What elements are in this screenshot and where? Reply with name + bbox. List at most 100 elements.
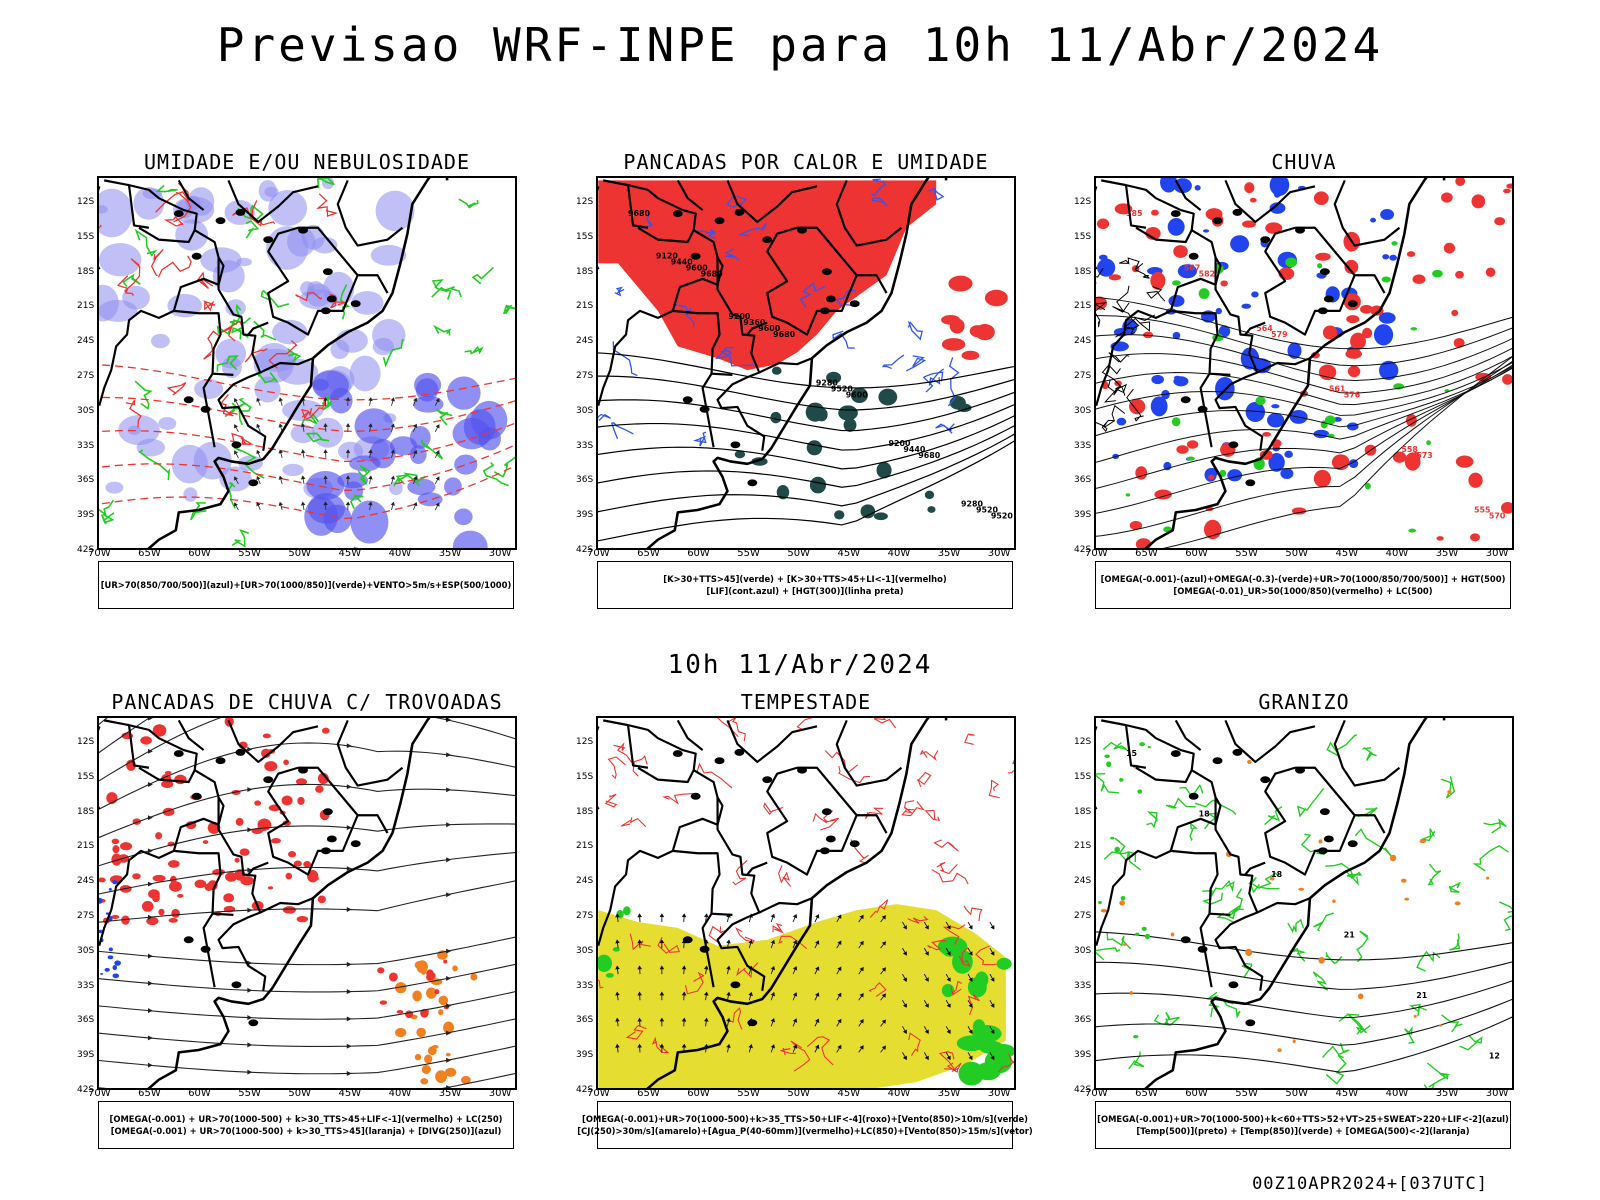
lat-tick-label: 21S xyxy=(1074,841,1092,852)
hgt500-contours xyxy=(1096,297,1512,548)
lat-tick-label: 18S xyxy=(1074,806,1092,817)
map-plot xyxy=(97,716,517,1090)
legend-line: [CJ(250)>30m/s](amarelo)+[Agua_P(40-60mm… xyxy=(577,1126,1033,1136)
lon-tick-label: 30W xyxy=(488,548,512,559)
panel-title: UMIDADE E/OU NEBULOSIDADE xyxy=(143,150,471,174)
map-plot: 15 18 18 21 21 12 xyxy=(1094,716,1514,1090)
lon-tick-label: 35W xyxy=(1435,1088,1459,1099)
panel-title: PANCADAS POR CALOR E UMIDADE xyxy=(623,150,989,174)
lon-tick-label: 60W xyxy=(188,548,211,559)
contour-label: 12 xyxy=(1489,1051,1500,1060)
lon-tick-label: 50W xyxy=(1285,1088,1309,1099)
legend-line: [OMEGA(-0.01)_UR>50(1000/850)(vermelho) … xyxy=(1173,586,1433,596)
lon-tick-label: 55W xyxy=(737,548,760,559)
lon-tick-label: 35W xyxy=(1435,548,1459,559)
lat-tick-label: 12S xyxy=(77,197,95,207)
map-boundaries xyxy=(1096,718,1446,1088)
lon-tick-label: 70W xyxy=(1085,548,1108,559)
lat-tick-label: 18S xyxy=(77,806,95,817)
map-lakes xyxy=(1170,748,1358,1027)
panel-legend: [OMEGA(-0.001) + UR>70(1000-500) + k>30_… xyxy=(98,1101,514,1149)
contour-label: 18 xyxy=(1271,870,1283,879)
legend-line: [Temp(500)](preto) + [Temp(850)](verde) … xyxy=(1136,1126,1470,1136)
lat-tick-label: 30S xyxy=(1074,945,1092,956)
map-lakes xyxy=(173,748,361,1027)
contour-label: 15 xyxy=(1126,749,1137,758)
lon-tick-label: 35W xyxy=(438,1088,462,1099)
lon-tick-label: 45W xyxy=(837,1088,861,1099)
contour-label: 573 xyxy=(1416,451,1433,460)
contour-labels: 15 18 18 21 21 12 xyxy=(1126,749,1500,1060)
lat-tick-label: 15S xyxy=(1074,771,1092,782)
lat-tick-label: 36S xyxy=(1074,1015,1092,1026)
omega500-orange-fill xyxy=(1100,759,1490,1053)
lat-tick-label: 21S xyxy=(77,841,95,852)
thunder-red-ocean xyxy=(377,959,450,1019)
legend-line: [OMEGA(-0.001) + UR>70(1000-500) + k>30_… xyxy=(110,1126,502,1136)
lat-tick-label: 24S xyxy=(1074,876,1092,887)
lon-tick-label: 55W xyxy=(1235,1088,1258,1099)
contour-label: 9280 xyxy=(816,379,839,388)
contour-label: 9520 xyxy=(976,505,999,514)
humidity-band-fill xyxy=(304,370,508,548)
lat-tick-label: 24S xyxy=(576,336,594,347)
panel-legend: [K>30+TTS>45](verde) + [K>30+TTS>45+LI<-… xyxy=(597,561,1013,609)
contour-label: 561 xyxy=(1329,384,1346,393)
lon-tick-label: 65W xyxy=(1135,1088,1158,1099)
lon-tick-label: 50W xyxy=(787,548,811,559)
lat-tick-label: 30S xyxy=(576,945,594,956)
lat-tick-label: 24S xyxy=(1074,336,1092,347)
lat-tick-label: 42S xyxy=(77,545,95,555)
contour-label: 585 xyxy=(1126,209,1143,218)
contour-label: 18 xyxy=(1199,809,1211,818)
contour-label: 9680 xyxy=(628,209,651,218)
contour-label: 9120 xyxy=(656,252,679,261)
panel-title: CHUVA xyxy=(1271,150,1337,174)
omega-blue-fill xyxy=(1097,178,1399,482)
lat-tick-label: 30S xyxy=(77,405,95,416)
lc250-streamlines xyxy=(99,718,515,1088)
lon-tick-label: 65W xyxy=(637,1088,660,1099)
lon-tick-label: 55W xyxy=(1235,548,1258,559)
lat-tick-label: 42S xyxy=(1074,1085,1092,1095)
lon-tick-label: 45W xyxy=(338,1088,362,1099)
contour-label: 579 xyxy=(1271,330,1288,339)
legend-line: [K>30+TTS>45](verde) + [K>30+TTS>45+LI<-… xyxy=(663,574,947,584)
contour-label: 9200 xyxy=(889,439,912,448)
wind-vectors xyxy=(234,397,440,511)
lon-tick-label: 70W xyxy=(1085,1088,1108,1099)
map-svg: 585 582 579 576 573 570 567 564 561 558 555 xyxy=(1096,178,1512,548)
lat-tick-label: 12S xyxy=(576,197,594,207)
lat-tick-label: 33S xyxy=(576,980,594,991)
map-plot: 9680 9680 9680 9600 9680 9520 9600 9600 9520 9440… xyxy=(596,176,1016,550)
lat-tick-label: 24S xyxy=(77,876,95,887)
map-boundaries xyxy=(99,718,449,1088)
panel-3: CHUVA 585 582 579 576 573 570 567 564 561 558 555 12… xyxy=(1074,150,1514,620)
panel-2: PANCADAS POR CALOR E UMIDADE 9680 9680 9680… xyxy=(576,150,1016,620)
wind850-vectors xyxy=(615,913,995,1061)
contour-label: 9680 xyxy=(701,269,724,278)
contour-label: 9600 xyxy=(846,390,869,399)
temp850-contours xyxy=(1096,734,1512,1088)
lat-tick-label: 36S xyxy=(576,475,594,486)
map-svg xyxy=(99,718,515,1088)
lat-tick-label: 15S xyxy=(77,771,95,782)
legend-line: [OMEGA(-0.001)+UR>70(1000-500)+k>35_TTS>… xyxy=(582,1114,1028,1124)
panel-6: GRANIZO 15 18 18 21 21 12 12S 15S 18S 21S 24S 27S 30S… xyxy=(1074,690,1514,1160)
map-svg: 15 18 18 21 21 12 xyxy=(1096,718,1512,1088)
lon-tick-label: 60W xyxy=(1185,548,1208,559)
contour-label: 9600 xyxy=(686,264,709,273)
lon-tick-label: 50W xyxy=(787,1088,811,1099)
contour-label: 582 xyxy=(1199,269,1216,278)
lat-tick-label: 27S xyxy=(1074,371,1092,381)
lat-tick-label: 21S xyxy=(1074,301,1092,312)
thickness-contours xyxy=(99,182,346,445)
lat-tick-label: 42S xyxy=(576,545,594,555)
lon-tick-label: 40W xyxy=(388,548,412,559)
lat-tick-label: 33S xyxy=(1074,980,1092,991)
lat-tick-label: 12S xyxy=(1074,737,1092,747)
legend-line: [OMEGA(-0.001)-(azul)+OMEGA(-0.3)-(verde… xyxy=(1100,574,1506,584)
lon-tick-label: 70W xyxy=(88,548,111,559)
lat-tick-label: 33S xyxy=(77,440,95,451)
panel-legend: [OMEGA(-0.001)+UR>70(1000-500)+k>35_TTS>… xyxy=(577,1101,1033,1149)
